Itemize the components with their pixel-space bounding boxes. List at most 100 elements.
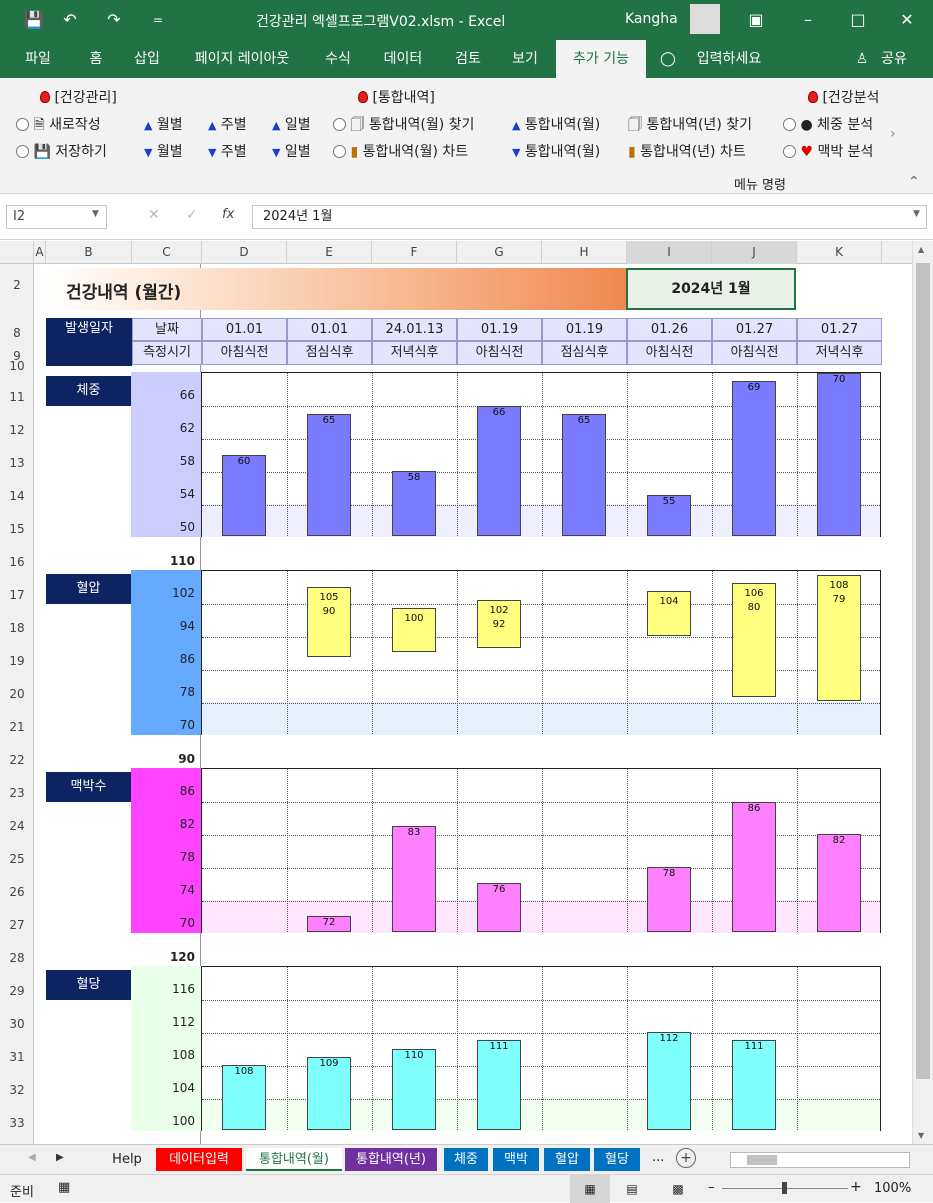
- radio-icon[interactable]: [783, 145, 796, 158]
- period-cell[interactable]: 2024년 1월: [626, 268, 796, 310]
- row-header-11[interactable]: 11: [9, 390, 25, 404]
- radio-icon[interactable]: [783, 118, 796, 131]
- row-header-17[interactable]: 17: [9, 588, 25, 602]
- row-header-14[interactable]: 14: [9, 489, 25, 503]
- row-header-25[interactable]: 25: [9, 852, 25, 866]
- find-month-button[interactable]: 통합내역(월) 찾기: [368, 117, 475, 133]
- scroll-down-icon[interactable]: ▼: [918, 1131, 925, 1140]
- insert-function-icon[interactable]: fx: [222, 207, 235, 222]
- expand-formula-icon[interactable]: ▼: [913, 209, 920, 219]
- row-header-33[interactable]: 33: [9, 1116, 25, 1130]
- row-header-16[interactable]: 16: [9, 555, 25, 569]
- tell-me-input[interactable]: 입력하세요: [696, 51, 762, 67]
- row-header-19[interactable]: 19: [9, 654, 25, 668]
- daily-up-button[interactable]: 일별: [284, 117, 311, 133]
- tab-home[interactable]: 홈: [89, 51, 103, 67]
- tab-add-ins[interactable]: 추가 기능: [556, 40, 646, 78]
- ribbon-display-icon[interactable]: ▣: [748, 10, 764, 29]
- horizontal-scrollbar[interactable]: [730, 1152, 910, 1168]
- chart-year-button[interactable]: 통합내역(년) 차트: [640, 144, 746, 160]
- row-header-8[interactable]: 8: [13, 326, 21, 340]
- row-header-27[interactable]: 27: [9, 918, 25, 932]
- vertical-scrollbar[interactable]: ▲ ▼: [912, 241, 933, 1144]
- date-cell[interactable]: 01.01: [287, 318, 372, 341]
- radio-icon[interactable]: [333, 118, 346, 131]
- customize-qat-icon[interactable]: =: [152, 13, 164, 27]
- sheet-tab[interactable]: 데이터입력: [156, 1148, 242, 1171]
- weight-analysis-button[interactable]: 체중 분석: [817, 117, 874, 133]
- col-b[interactable]: B: [46, 241, 132, 264]
- month-up-button[interactable]: 통합내역(월): [524, 117, 601, 133]
- col-c[interactable]: C: [132, 241, 202, 264]
- tab-file[interactable]: 파일: [25, 51, 51, 67]
- col-g[interactable]: G: [457, 241, 542, 264]
- row-header-13[interactable]: 13: [9, 456, 25, 470]
- formula-input[interactable]: 2024년 1월: [252, 205, 927, 229]
- weekly-up-button[interactable]: 주별: [220, 117, 247, 133]
- macro-record-icon[interactable]: ▦: [58, 1180, 71, 1195]
- save-icon[interactable]: 💾: [24, 10, 44, 29]
- date-cell[interactable]: 01.27: [797, 318, 882, 341]
- scroll-thumb[interactable]: [916, 263, 930, 1079]
- row-header-15[interactable]: 15: [9, 522, 25, 536]
- row-header-20[interactable]: 20: [9, 687, 25, 701]
- row-header-28[interactable]: 28: [9, 951, 25, 965]
- user-name[interactable]: Kangha: [625, 11, 678, 27]
- col-k[interactable]: K: [797, 241, 882, 264]
- chevron-down-icon[interactable]: ▼: [92, 209, 99, 219]
- add-sheet-icon[interactable]: +: [676, 1148, 696, 1168]
- row-header-10[interactable]: 10: [9, 359, 25, 373]
- share-button[interactable]: 공유: [881, 51, 907, 67]
- enter-icon[interactable]: ✓: [186, 207, 198, 223]
- date-cell[interactable]: 01.19: [457, 318, 542, 341]
- row-header-2[interactable]: 2: [13, 278, 21, 292]
- row-header-18[interactable]: 18: [9, 621, 25, 635]
- normal-view-icon[interactable]: ▦: [570, 1175, 610, 1203]
- find-year-button[interactable]: 통합내역(년) 찾기: [646, 117, 752, 133]
- col-j[interactable]: J: [712, 241, 797, 264]
- sheet-tab[interactable]: 혈압: [544, 1148, 590, 1171]
- row-header-12[interactable]: 12: [9, 423, 25, 437]
- close-icon[interactable]: ✕: [900, 10, 914, 29]
- sheet-tab[interactable]: 맥박: [493, 1148, 539, 1171]
- zoom-in-icon[interactable]: +: [850, 1179, 862, 1195]
- row-header-24[interactable]: 24: [9, 819, 25, 833]
- daily-down-button[interactable]: 일별: [284, 144, 311, 160]
- next-sheet-icon[interactable]: ▶: [56, 1152, 64, 1163]
- date-cell[interactable]: 01.01: [202, 318, 287, 341]
- pulse-analysis-button[interactable]: 맥박 분석: [817, 144, 874, 160]
- date-cell[interactable]: 01.26: [627, 318, 712, 341]
- date-cell[interactable]: 24.01.13: [372, 318, 457, 341]
- tab-formulas[interactable]: 수식: [325, 51, 351, 67]
- row-header-31[interactable]: 31: [9, 1050, 25, 1064]
- time-cell[interactable]: 아침식전: [202, 341, 287, 365]
- h-scroll-thumb[interactable]: [747, 1155, 777, 1165]
- col-e[interactable]: E: [287, 241, 372, 264]
- time-cell[interactable]: 저녁식후: [372, 341, 457, 365]
- month-down-button[interactable]: 통합내역(월): [524, 144, 601, 160]
- tab-review[interactable]: 검토: [455, 51, 481, 67]
- time-cell[interactable]: 아침식전: [457, 341, 542, 365]
- undo-icon[interactable]: ↶: [63, 10, 77, 29]
- time-cell[interactable]: 점심식후: [287, 341, 372, 365]
- date-cell[interactable]: 01.19: [542, 318, 627, 341]
- redo-icon[interactable]: ↷: [107, 10, 121, 29]
- sheet-tab[interactable]: Help: [104, 1148, 150, 1171]
- new-button[interactable]: 새로작성: [49, 117, 101, 133]
- row-header-22[interactable]: 22: [9, 753, 25, 767]
- page-layout-view-icon[interactable]: ▤: [626, 1182, 638, 1196]
- name-box[interactable]: I2: [6, 205, 107, 229]
- tab-insert[interactable]: 삽입: [134, 51, 160, 67]
- sheet-tab[interactable]: 혈당: [594, 1148, 640, 1171]
- zoom-slider-thumb[interactable]: [782, 1182, 787, 1194]
- sheet-tab[interactable]: 통합내역(년): [345, 1148, 437, 1171]
- chart-month-button[interactable]: 통합내역(월) 차트: [362, 144, 469, 160]
- time-cell[interactable]: 아침식전: [712, 341, 797, 365]
- monthly-up-button[interactable]: 월별: [156, 117, 183, 133]
- radio-icon[interactable]: [16, 118, 29, 131]
- collapse-ribbon-icon[interactable]: ⌃: [908, 174, 920, 190]
- row-header-21[interactable]: 21: [9, 720, 25, 734]
- row-header-9[interactable]: 9: [13, 349, 21, 363]
- weekly-down-button[interactable]: 주별: [220, 144, 247, 160]
- minimize-icon[interactable]: –: [804, 10, 812, 29]
